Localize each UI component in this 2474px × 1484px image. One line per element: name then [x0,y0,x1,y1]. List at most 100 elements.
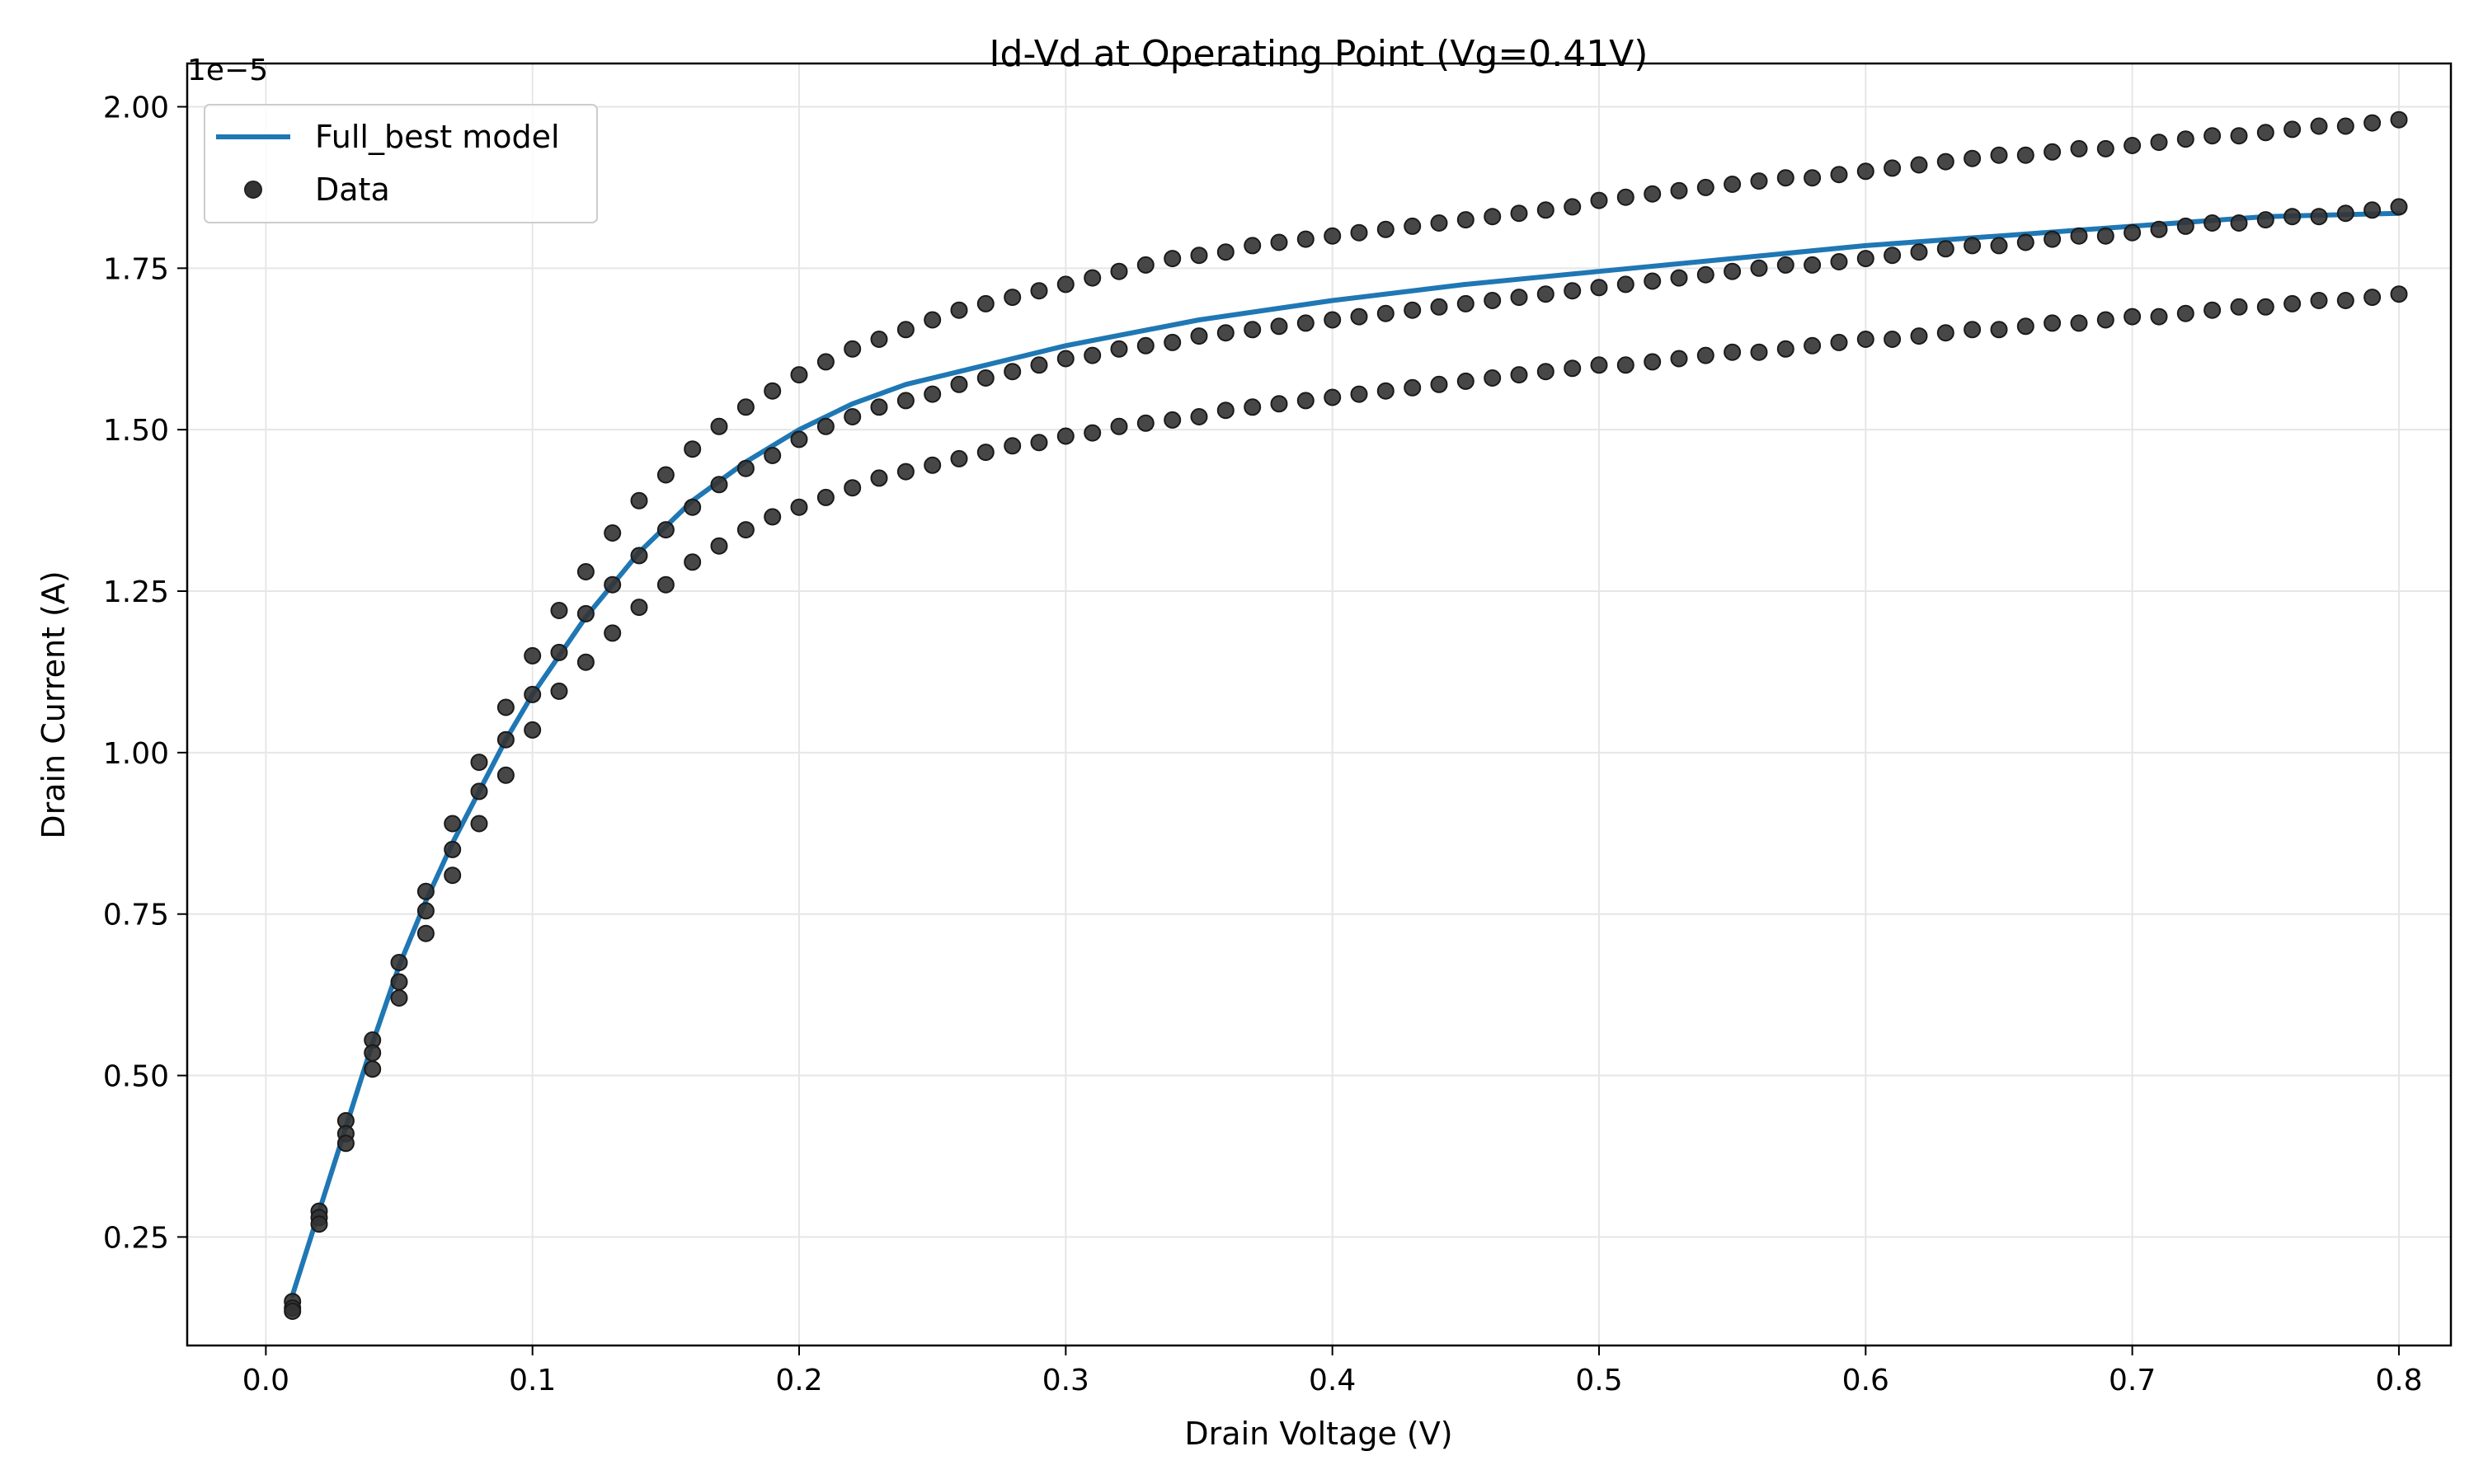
data-point [416,902,435,920]
data-point [1244,321,1262,339]
data-point [416,924,435,942]
data-point [1884,159,1902,177]
data-point [1110,262,1128,280]
data-point [1724,262,1742,280]
data-point [2230,298,2248,316]
data-point [630,599,648,617]
data-point [2124,308,2142,326]
data-point [976,369,995,387]
data-point [950,449,968,467]
data-point [470,815,488,833]
data-point [1350,308,1368,326]
data-point [1164,250,1182,268]
data-point [2016,317,2034,336]
data-point [1590,279,1608,297]
data-point [1830,333,1848,351]
data-point [684,553,702,571]
data-point [1270,395,1288,413]
data-point [790,498,808,516]
data-point [1964,149,1982,167]
data-point [2284,120,2302,139]
x-tick-label: 0.3 [1042,1364,1089,1397]
x-tick-label: 0.6 [1842,1364,1889,1397]
data-point [1456,294,1475,312]
data-point [844,408,862,425]
data-point [1510,289,1528,307]
data-point [2150,308,2168,326]
data-point [524,685,542,703]
data-point [1296,230,1315,248]
data-point [1244,398,1262,416]
axis-ticks: 0.0 0.1 0.2 0.3 0.4 0.5 0.6 0.7 0.8 0.25 0.50 0.75 1… [103,91,2423,1397]
data-point [2363,201,2382,219]
data-point [496,698,515,716]
data-point [684,440,702,458]
data-point [1644,272,1662,290]
data-point [2176,130,2194,148]
data-point [1270,317,1288,336]
y-tick-label: 1.00 [103,737,169,771]
legend-marker-swatch [244,181,262,199]
data-point [390,954,408,971]
data-point [1670,269,1688,287]
data-point [1296,392,1315,410]
data-point [1244,237,1262,255]
data-point [604,624,622,642]
data-point [1776,169,1794,187]
data-point [1990,146,2008,164]
y-tick-label: 0.75 [103,899,169,932]
data-point [1616,188,1634,206]
data-point [2016,146,2034,164]
data-point [2044,314,2062,332]
data-point [2256,211,2274,229]
data-point [1564,282,1582,300]
data-point [1750,172,1768,190]
y-axis-offset-label: 1e−5 [187,54,268,87]
data-point [1964,237,1982,255]
data-point [684,498,702,516]
data-point [2016,233,2034,251]
data-point [816,353,835,371]
data-point [550,602,568,619]
data-point [524,646,542,665]
y-tick-label: 1.75 [103,252,169,286]
data-point [790,366,808,384]
data-point [1350,385,1368,403]
grid-lines [187,63,2451,1345]
data-point [1536,285,1554,303]
data-point [1884,331,1902,348]
data-point [1564,198,1582,216]
data-point [1590,191,1608,209]
y-tick-label: 1.50 [103,414,169,448]
x-tick-label: 0.4 [1309,1364,1356,1397]
data-point [736,398,755,416]
data-point [1724,176,1742,193]
data-point [284,1303,302,1320]
data-point [1004,363,1022,381]
data-point [2070,314,2088,332]
y-tick-label: 0.50 [103,1060,169,1094]
x-axis-label: Drain Voltage (V) [1184,1416,1452,1452]
data-point [1324,227,1342,245]
data-point [1190,327,1208,345]
data-point [550,682,568,700]
data-point [1056,427,1075,445]
data-point [1536,201,1554,219]
data-point [950,301,968,319]
data-point [2230,127,2248,145]
data-point [844,340,862,358]
data-point [1430,214,1448,232]
data-point [1590,356,1608,374]
data-point [2363,114,2382,132]
data-point [2310,117,2328,135]
data-point [2096,139,2114,157]
data-point [764,447,782,464]
data-point [1376,304,1395,322]
data-point [1484,292,1502,309]
data-point [1670,350,1688,368]
data-point [1484,208,1502,226]
data-point [2390,110,2408,129]
data-point [1910,327,1928,345]
data-point [1136,414,1155,432]
